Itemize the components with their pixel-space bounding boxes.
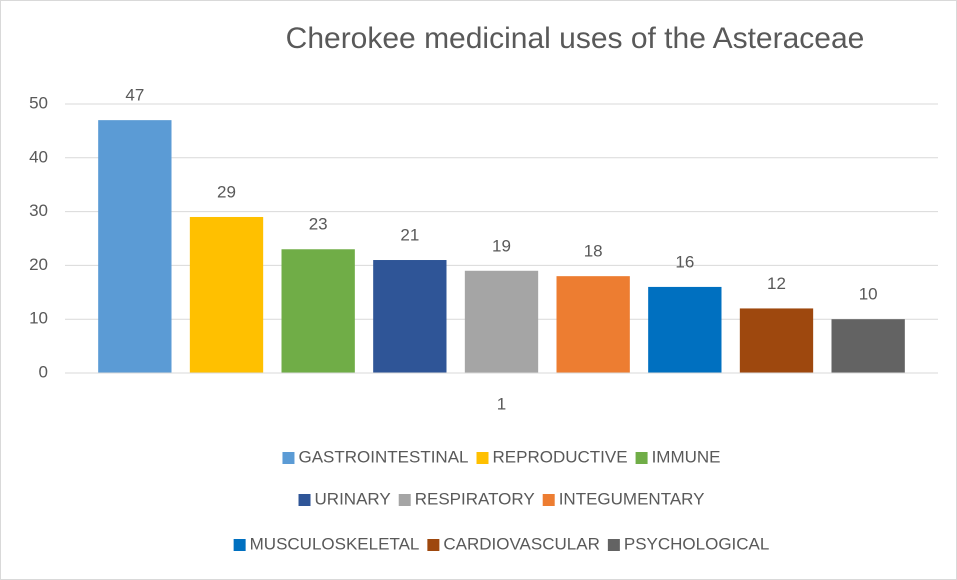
bar [556,276,630,373]
legend-marker [635,452,648,464]
data-label: 19 [492,236,511,255]
legend-text: INTEGUMENTARY [559,489,705,508]
legend-marker [607,539,620,551]
bar [98,120,172,373]
y-tick-label: 10 [29,309,48,328]
data-label: 10 [859,285,878,304]
bar [189,216,264,373]
data-label: 47 [125,86,144,105]
bar [373,260,447,373]
data-label: 18 [584,242,603,261]
data-label: 29 [217,182,236,201]
legend-text: URINARY [315,489,391,508]
y-tick-label: 20 [29,255,48,274]
bar [464,270,539,373]
bar [648,286,722,373]
legend-marker [233,539,246,551]
legend-text: REPRODUCTIVE [493,447,628,466]
data-label: 21 [400,226,419,245]
bar [831,319,905,373]
y-tick-label: 30 [29,201,48,220]
y-tick-label: 50 [29,93,48,112]
x-tick-label: 1 [497,394,506,413]
legend-marker [398,494,411,506]
bar [281,249,355,373]
legend-marker [282,452,295,464]
data-label: 23 [309,215,328,234]
legend-marker [427,539,440,551]
legend-marker [476,452,489,464]
legend-text: RESPIRATORY [415,489,535,508]
legend-text: PSYCHOLOGICAL [624,534,770,553]
legend-marker [542,494,555,506]
y-tick-label: 0 [39,362,48,381]
legend-text: GASTROINTESTINAL [298,447,468,466]
legend-marker [298,494,311,506]
legend-text: CARDIOVASCULAR [443,534,600,553]
data-label: 16 [675,252,694,271]
legend-text: IMMUNE [652,447,721,466]
bar [739,308,814,373]
data-label: 12 [767,274,786,293]
y-tick-label: 40 [29,147,48,166]
chart-title: Cherokee medicinal uses of the Asteracea… [286,22,865,55]
legend-text: MUSCULOSKELETAL [250,534,420,553]
